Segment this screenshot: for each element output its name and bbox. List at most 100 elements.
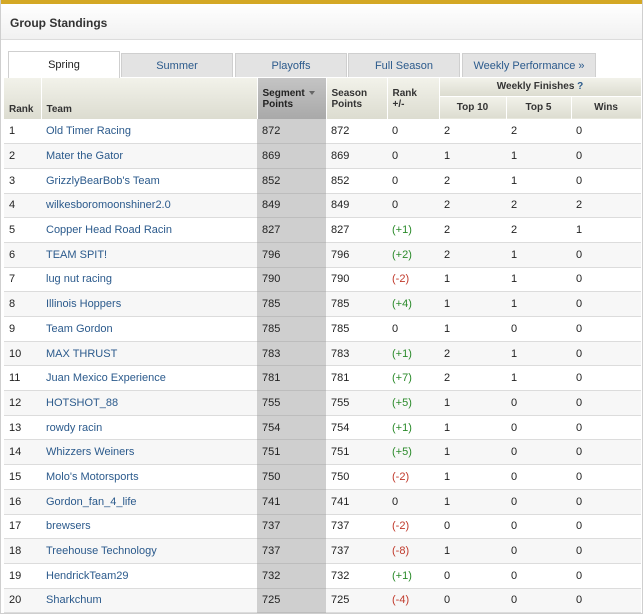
cell-segment-points: 754	[257, 415, 326, 441]
cell-wins: 0	[571, 119, 642, 145]
col-header-season-points[interactable]: Season Points	[326, 78, 388, 119]
cell-season-points: 869	[326, 143, 387, 169]
team-link[interactable]: lug nut racing	[41, 267, 257, 293]
cell-season-points: 755	[326, 390, 387, 416]
table-row: 2 Mater the Gator 869 869 0 1 1 0	[4, 143, 642, 169]
cell-segment-points: 849	[257, 193, 326, 219]
col-header-top5[interactable]: Top 5	[506, 96, 572, 119]
cell-season-points: 785	[326, 316, 387, 342]
tab-summer[interactable]: Summer	[121, 53, 233, 77]
team-link[interactable]: Old Timer Racing	[41, 119, 257, 145]
team-link[interactable]: Team Gordon	[41, 316, 257, 342]
cell-rank: 17	[4, 514, 41, 540]
team-link[interactable]: Whizzers Weiners	[41, 439, 257, 466]
tab-playoffs[interactable]: Playoffs	[235, 53, 347, 77]
team-link[interactable]: TEAM SPIT!	[41, 242, 257, 268]
cell-rank-change: (+1)	[387, 415, 439, 441]
cell-segment-points: 869	[257, 143, 326, 169]
team-link[interactable]: Gordon_fan_4_life	[41, 489, 257, 515]
cell-top10: 2	[439, 119, 506, 145]
cell-rank-change: 0	[387, 316, 439, 342]
cell-season-points: 732	[326, 563, 387, 589]
table-row: 10 MAX THRUST 783 783 (+1) 2 1 0	[4, 341, 642, 367]
cell-season-points: 783	[326, 341, 387, 367]
col-header-rank[interactable]: Rank	[4, 78, 42, 119]
team-link[interactable]: Molo's Motorsports	[41, 464, 257, 490]
cell-wins: 0	[571, 365, 642, 392]
team-link[interactable]: MAX THRUST	[41, 341, 257, 367]
cell-wins: 0	[571, 489, 642, 515]
cell-rank: 5	[4, 217, 41, 243]
col-header-segment-points[interactable]: Segment Points	[257, 78, 327, 119]
tab-full-season[interactable]: Full Season	[348, 53, 460, 77]
cell-segment-points: 750	[257, 464, 326, 490]
table-row: 18 Treehouse Technology 737 737 (-8) 1 0 0	[4, 538, 642, 564]
cell-segment-points: 725	[257, 588, 326, 614]
team-link[interactable]: Juan Mexico Experience	[41, 365, 257, 392]
col-header-wins[interactable]: Wins	[571, 96, 642, 119]
cell-wins: 0	[571, 168, 642, 194]
cell-top10: 2	[439, 341, 506, 367]
cell-segment-points: 796	[257, 242, 326, 268]
col-group-weekly-finishes: Weekly Finishes ?	[439, 78, 642, 97]
cell-season-points: 785	[326, 291, 387, 317]
team-link[interactable]: Treehouse Technology	[41, 538, 257, 564]
table-row: 14 Whizzers Weiners 751 751 (+5) 1 0 0	[4, 439, 642, 466]
col-header-rank-change[interactable]: Rank +/-	[387, 78, 440, 119]
team-link[interactable]: GrizzlyBearBob's Team	[41, 168, 257, 194]
cell-segment-points: 790	[257, 267, 326, 293]
team-link[interactable]: Copper Head Road Racin	[41, 217, 257, 243]
cell-rank-change: (-2)	[387, 464, 439, 490]
cell-top5: 0	[506, 316, 571, 342]
cell-rank: 19	[4, 563, 41, 589]
cell-segment-points: 737	[257, 514, 326, 540]
cell-rank-change: 0	[387, 143, 439, 169]
accent-bar	[1, 0, 642, 4]
cell-wins: 0	[571, 143, 642, 169]
cell-season-points: 781	[326, 365, 387, 392]
help-icon[interactable]: ?	[577, 81, 584, 93]
cell-wins: 0	[571, 390, 642, 416]
cell-top10: 2	[439, 365, 506, 392]
cell-rank: 2	[4, 143, 41, 169]
col-header-team[interactable]: Team	[41, 78, 258, 119]
panel-title: Group Standings	[10, 16, 108, 30]
cell-top10: 2	[439, 242, 506, 268]
tab-weekly-performance[interactable]: Weekly Performance »	[462, 53, 596, 77]
table-row: 15 Molo's Motorsports 750 750 (-2) 1 0 0	[4, 464, 642, 490]
cell-segment-points: 751	[257, 439, 326, 466]
tab-spring[interactable]: Spring	[8, 51, 120, 78]
cell-rank-change: (-4)	[387, 588, 439, 614]
team-link[interactable]: rowdy racin	[41, 415, 257, 441]
cell-season-points: 872	[326, 119, 387, 145]
cell-top10: 1	[439, 291, 506, 317]
table-row: 7 lug nut racing 790 790 (-2) 1 1 0	[4, 267, 642, 293]
team-link[interactable]: HOTSHOT_88	[41, 390, 257, 416]
cell-rank: 15	[4, 464, 41, 490]
cell-rank-change: (+5)	[387, 439, 439, 466]
cell-rank-change: (+4)	[387, 291, 439, 317]
team-link[interactable]: Sharkchum	[41, 588, 257, 614]
team-link[interactable]: HendrickTeam29	[41, 563, 257, 589]
cell-rank: 13	[4, 415, 41, 441]
cell-rank: 11	[4, 365, 41, 392]
cell-segment-points: 852	[257, 168, 326, 194]
cell-top10: 1	[439, 267, 506, 293]
cell-rank: 16	[4, 489, 41, 515]
table-row: 3 GrizzlyBearBob's Team 852 852 0 2 1 0	[4, 168, 642, 194]
cell-top5: 0	[506, 489, 571, 515]
sort-desc-icon	[308, 90, 315, 95]
cell-top5: 1	[506, 168, 571, 194]
cell-rank: 18	[4, 538, 41, 564]
table-row: 5 Copper Head Road Racin 827 827 (+1) 2 2 1	[4, 217, 642, 243]
team-link[interactable]: brewsers	[41, 514, 257, 540]
team-link[interactable]: Mater the Gator	[41, 143, 257, 169]
cell-segment-points: 781	[257, 365, 326, 392]
col-header-top10[interactable]: Top 10	[439, 96, 507, 119]
cell-top10: 1	[439, 464, 506, 490]
team-link[interactable]: wilkesboromoonshiner2.0	[41, 193, 257, 219]
cell-rank-change: (-2)	[387, 267, 439, 293]
team-link[interactable]: Illinois Hoppers	[41, 291, 257, 317]
cell-top5: 2	[506, 217, 571, 243]
